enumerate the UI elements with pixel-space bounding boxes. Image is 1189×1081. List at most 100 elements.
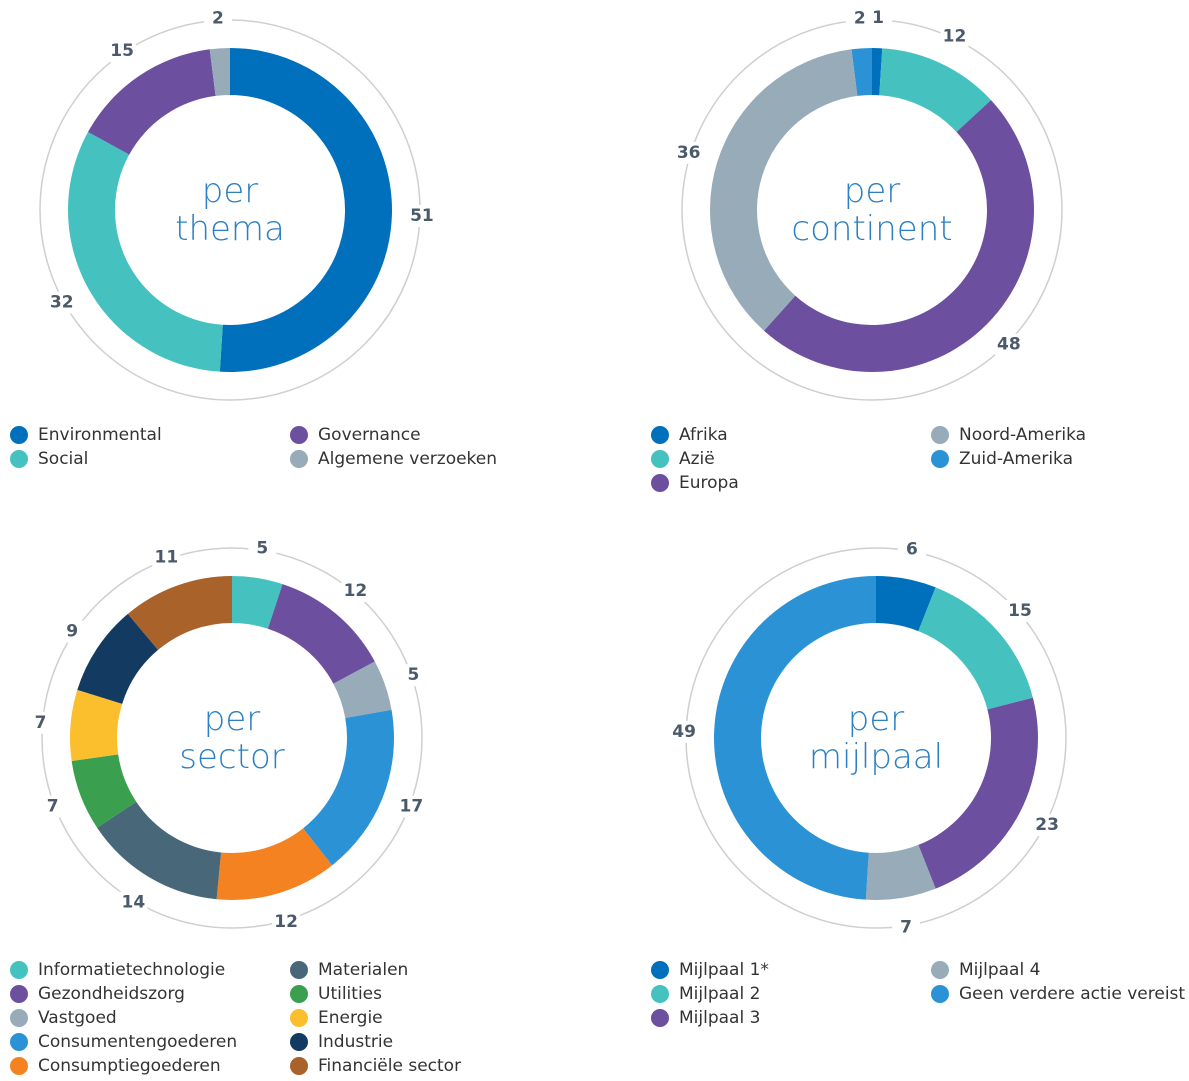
legend-marker [931, 426, 949, 444]
value-label: 1 [872, 8, 884, 28]
donut-segment [71, 754, 137, 828]
donut-segment [872, 48, 883, 96]
legend-marker [290, 985, 308, 1003]
outer-ring [41, 547, 423, 929]
value-label-bg [341, 579, 370, 602]
value-label: 14 [122, 893, 146, 913]
center-title: per sector [179, 699, 285, 777]
legend-marker [10, 1033, 28, 1051]
legend-label: Utilities [318, 984, 382, 1004]
legend-label: Azië [679, 449, 715, 469]
value-label: 12 [274, 912, 298, 932]
legend-label: Consumptiegoederen [38, 1056, 221, 1076]
value-label-bg [26, 711, 55, 734]
value-label: 23 [1035, 815, 1059, 835]
legend-marker [931, 450, 949, 468]
legend-marker [10, 961, 28, 979]
donut-segment [713, 576, 876, 900]
value-label-bg [1006, 600, 1035, 623]
legend-label: Europa [679, 473, 739, 493]
value-label-bg [670, 720, 699, 743]
value-label-bg [58, 620, 87, 643]
legend-marker [651, 474, 669, 492]
donut-segment [710, 49, 858, 331]
value-label-bg [897, 538, 926, 561]
value-label-bg [399, 664, 428, 687]
value-label: 6 [906, 539, 918, 559]
value-label-bg [108, 40, 137, 63]
legend-marker [651, 985, 669, 1003]
legend-marker [651, 1009, 669, 1027]
donut-segment [209, 48, 230, 96]
legend-label: Materialen [318, 960, 408, 980]
value-label-bg [38, 795, 67, 818]
donut-segment [876, 576, 936, 632]
center-title: per mijlpaal [808, 699, 944, 777]
donut-segment [333, 661, 392, 719]
value-label-bg [119, 891, 148, 914]
legend-label: Industrie [318, 1032, 393, 1052]
legend-marker [10, 985, 28, 1003]
legend-label: Vastgoed [38, 1008, 117, 1028]
donut-segment [267, 584, 375, 684]
legend-marker [931, 985, 949, 1003]
legend-marker [290, 961, 308, 979]
value-label-bg [397, 795, 426, 818]
value-label-bg [407, 205, 436, 228]
donut-segment [232, 576, 283, 629]
legend-label: Afrika [679, 425, 728, 445]
value-label: 7 [900, 918, 912, 938]
donut-segment [97, 801, 222, 900]
value-label: 2 [212, 8, 224, 28]
donut-segment [67, 131, 223, 372]
value-label: 5 [256, 538, 268, 558]
value-label-bg [674, 141, 703, 164]
legend-label: Environmental [38, 425, 162, 445]
donut-segment [763, 100, 1034, 373]
donut-segment [865, 844, 936, 900]
value-label-bg [845, 7, 874, 30]
legend-marker [10, 450, 28, 468]
legend-label: Geen verdere actie vereist [959, 984, 1185, 1004]
value-label-bg [203, 7, 232, 30]
legend-marker [651, 426, 669, 444]
legend-marker [651, 450, 669, 468]
value-label: 36 [677, 143, 701, 163]
legend-label: Energie [318, 1008, 383, 1028]
legend-label: Algemene verzoeken [318, 449, 497, 469]
donut-segment [851, 48, 872, 96]
legend-label: Mijlpaal 4 [959, 960, 1040, 980]
donut-segment [219, 48, 393, 373]
value-label: 7 [35, 713, 47, 733]
center-title: per continent [791, 171, 953, 249]
center-title: per thema [175, 171, 285, 249]
value-label: 15 [110, 41, 134, 61]
donut-segment [216, 828, 333, 900]
value-label-bg [994, 333, 1023, 356]
value-label: 17 [400, 797, 424, 817]
legend-marker [10, 1009, 28, 1027]
value-label-bg [940, 25, 969, 48]
legend-label: Social [38, 449, 88, 469]
value-label: 32 [50, 292, 74, 312]
legend-marker [10, 1057, 28, 1075]
value-label-bg [152, 546, 181, 569]
value-label: 12 [344, 581, 368, 601]
value-label: 12 [943, 27, 967, 47]
legend-marker [10, 426, 28, 444]
value-label: 7 [47, 797, 59, 817]
value-label: 49 [672, 722, 696, 742]
donut-segment [77, 613, 159, 704]
legend-label: Financiële sector [318, 1056, 461, 1076]
value-label: 5 [408, 665, 420, 685]
value-label-bg [248, 537, 277, 560]
value-label: 51 [410, 206, 434, 226]
legend-label: Informatietechnologie [38, 960, 225, 980]
value-label-bg [1033, 814, 1062, 837]
legend-label: Mijlpaal 3 [679, 1008, 760, 1028]
value-label: 9 [66, 622, 78, 642]
legend-label: Gezondheidszorg [38, 984, 185, 1004]
legend-label: Mijlpaal 1* [679, 960, 769, 980]
value-label-bg [892, 916, 921, 939]
